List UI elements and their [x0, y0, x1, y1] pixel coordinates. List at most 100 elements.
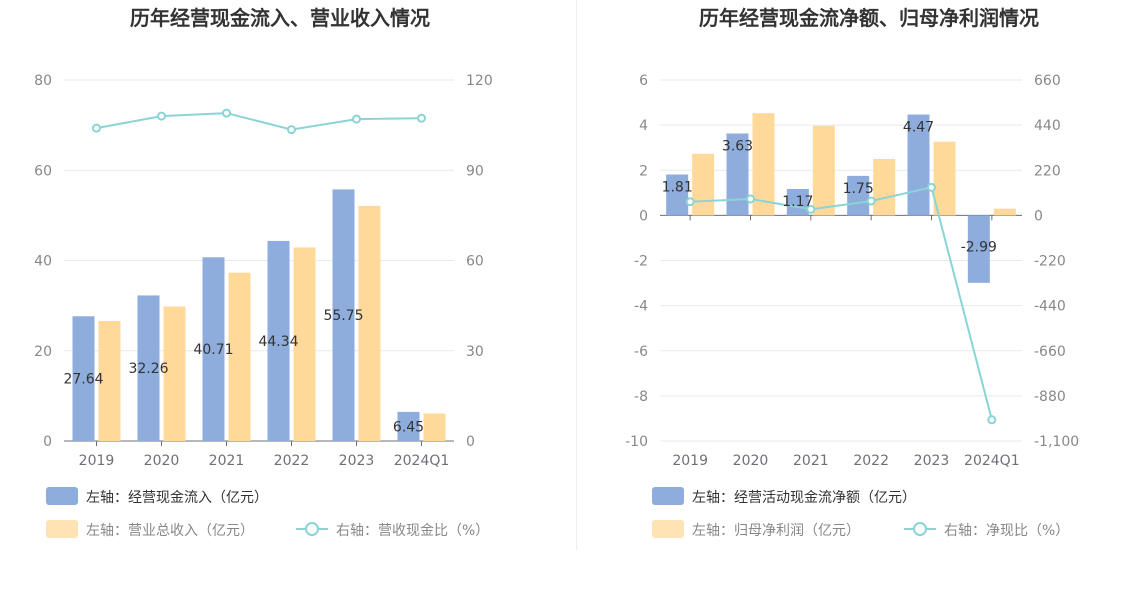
y-right-tick-label: 220 [1034, 163, 1061, 179]
bar-series-1 [397, 411, 420, 441]
y-right-tick-label: -440 [1034, 299, 1066, 315]
bar-series-1 [967, 215, 990, 283]
y-right-tick-label: 0 [1034, 208, 1043, 224]
data-label: 40.71 [193, 342, 233, 358]
chart-panel-left: 历年经营现金流入、营业收入情况 0 0 20 30 40 60 60 90 80 120 2019 20… [34, 6, 493, 539]
line-point [222, 108, 231, 118]
bar-series-1 [332, 189, 355, 441]
legend-label-1: 左轴：经营现金流入（亿元） [86, 490, 268, 506]
x-tick-label: 2024Q1 [964, 453, 1020, 469]
bar-series-1 [267, 240, 290, 441]
data-label: -2.99 [961, 239, 997, 255]
line-point [685, 197, 695, 207]
bar-series-1 [137, 295, 160, 441]
line-point [92, 123, 101, 133]
legend-label-3: 右轴：净现比（%） [944, 523, 1069, 539]
y-right-tick-label: 30 [466, 344, 484, 360]
x-tick-label: 2024Q1 [394, 453, 450, 469]
y-left-tick-label: 4 [639, 118, 648, 134]
y-right-tick-label: 120 [466, 73, 493, 89]
legend-swatch-1 [652, 487, 684, 505]
bar-series-2 [358, 205, 381, 441]
line-series [96, 112, 422, 131]
data-label: 32.26 [128, 361, 168, 377]
bar-series-2 [163, 306, 186, 441]
legend-label-2: 左轴：归母净利润（亿元） [692, 522, 860, 539]
bar-series-2 [423, 413, 446, 441]
line-point [746, 194, 755, 204]
legend-swatch-2 [46, 520, 78, 538]
x-tick-label: 2022 [853, 453, 889, 469]
y-left-tick-label: 80 [34, 73, 52, 89]
y-left-tick-label: 6 [639, 73, 648, 89]
bar-series-2 [812, 125, 835, 216]
legend-label-1: 左轴：经营活动现金流净额（亿元） [692, 490, 916, 506]
x-tick-label: 2020 [144, 453, 180, 469]
chart-title: 历年经营现金流入、营业收入情况 [130, 6, 430, 30]
y-right-tick-label: -660 [1034, 344, 1066, 360]
y-left-tick-label: 20 [34, 344, 52, 360]
x-tick-label: 2019 [79, 453, 115, 469]
line-point [866, 196, 876, 206]
y-left-tick-label: 2 [639, 163, 648, 179]
legend-swatch-2 [652, 520, 684, 538]
bar-series-2 [933, 141, 956, 216]
y-left-tick-label: -2 [634, 254, 648, 270]
line-series [690, 186, 993, 421]
legend-label-2: 左轴：营业总收入（亿元） [86, 523, 254, 539]
y-right-tick-label: -220 [1034, 254, 1066, 270]
bar-series-2 [293, 247, 316, 441]
y-right-tick-label: -880 [1034, 389, 1066, 405]
line-point [806, 204, 816, 214]
bar-series-1 [72, 316, 95, 441]
chart-title: 历年经营现金流净额、归母净利润情况 [699, 6, 1039, 30]
bar-series-1 [726, 133, 749, 216]
x-tick-label: 2022 [274, 453, 310, 469]
bar-series-2 [873, 158, 896, 216]
bar-series-1 [202, 257, 225, 441]
data-label: 27.64 [63, 372, 103, 388]
data-label: 4.47 [903, 120, 934, 136]
x-tick-label: 2019 [672, 453, 708, 469]
x-tick-label: 2021 [793, 453, 829, 469]
legend-marker-3 [305, 522, 319, 536]
line-point [927, 182, 936, 192]
legend-marker-3 [913, 522, 927, 536]
legend-swatch-1 [46, 487, 78, 505]
y-left-tick-label: 0 [43, 434, 52, 450]
bar-series-1 [907, 114, 930, 216]
data-label: 55.75 [323, 308, 363, 324]
bar-series-2 [98, 320, 121, 441]
bar-series-1 [847, 175, 870, 216]
y-right-tick-label: -1,100 [1034, 434, 1079, 450]
y-right-tick-label: 60 [466, 254, 484, 270]
bar-series-2 [993, 208, 1016, 216]
x-tick-label: 2021 [209, 453, 245, 469]
y-left-tick-label: 0 [639, 208, 648, 224]
y-right-tick-label: 90 [466, 163, 484, 179]
y-left-tick-label: -6 [634, 344, 648, 360]
y-right-tick-label: 660 [1034, 73, 1061, 89]
legend-label-3: 右轴：营收现金比（%） [336, 523, 489, 539]
y-left-tick-label: -10 [625, 434, 648, 450]
line-point [157, 111, 166, 121]
y-left-tick-label: 40 [34, 254, 52, 270]
y-left-tick-label: -4 [634, 299, 648, 315]
chart-left: 历年经营现金流入、营业收入情况 0 0 20 30 40 60 60 90 80 120 2019 20… [34, 6, 493, 539]
bar-series-2 [752, 113, 775, 216]
y-left-tick-label: 60 [34, 163, 52, 179]
line-point [287, 125, 296, 135]
chart-right: 历年经营现金流净额、归母净利润情况 -10 -1,100 -8 -880 -6 -660 -4… [625, 6, 1079, 539]
x-tick-label: 2023 [914, 453, 950, 469]
data-label: 1.75 [843, 181, 874, 197]
y-right-tick-label: 440 [1034, 118, 1061, 134]
bar-series-1 [666, 174, 689, 216]
data-label: 1.81 [662, 180, 693, 196]
data-label: 1.17 [782, 194, 813, 210]
data-label: 3.63 [722, 138, 753, 154]
line-point [417, 113, 426, 123]
bar-series-2 [228, 272, 251, 441]
data-label: 44.34 [258, 334, 298, 350]
x-tick-label: 2023 [339, 453, 375, 469]
data-label: 6.45 [393, 419, 424, 435]
